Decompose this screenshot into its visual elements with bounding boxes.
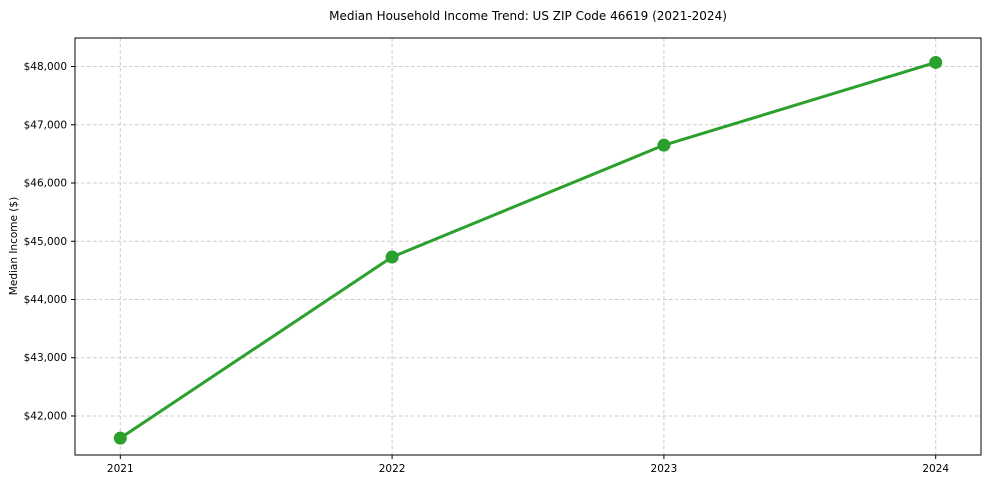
y-tick-label: $47,000 (24, 119, 67, 131)
x-tick-label: 2021 (107, 463, 134, 475)
y-tick-label: $48,000 (24, 61, 67, 73)
data-point-2021 (113, 431, 127, 445)
data-point-2023 (657, 138, 671, 152)
x-tick-label: 2022 (379, 463, 406, 475)
y-tick-label: $45,000 (24, 236, 67, 248)
y-tick-label: $44,000 (24, 294, 67, 306)
y-tick-label: $43,000 (24, 352, 67, 364)
trend-line (118, 60, 938, 440)
plot-border (74, 37, 982, 456)
x-tick-label: 2024 (922, 463, 949, 475)
y-tick-label: $46,000 (24, 178, 67, 190)
chart-title: Median Household Income Trend: US ZIP Co… (329, 9, 727, 23)
data-point-2022 (385, 250, 399, 264)
y-axis-title: Median Income ($) (8, 196, 20, 296)
data-point-2024 (929, 55, 943, 69)
x-tick-label: 2023 (651, 463, 678, 475)
y-tick-label: $42,000 (24, 410, 67, 422)
